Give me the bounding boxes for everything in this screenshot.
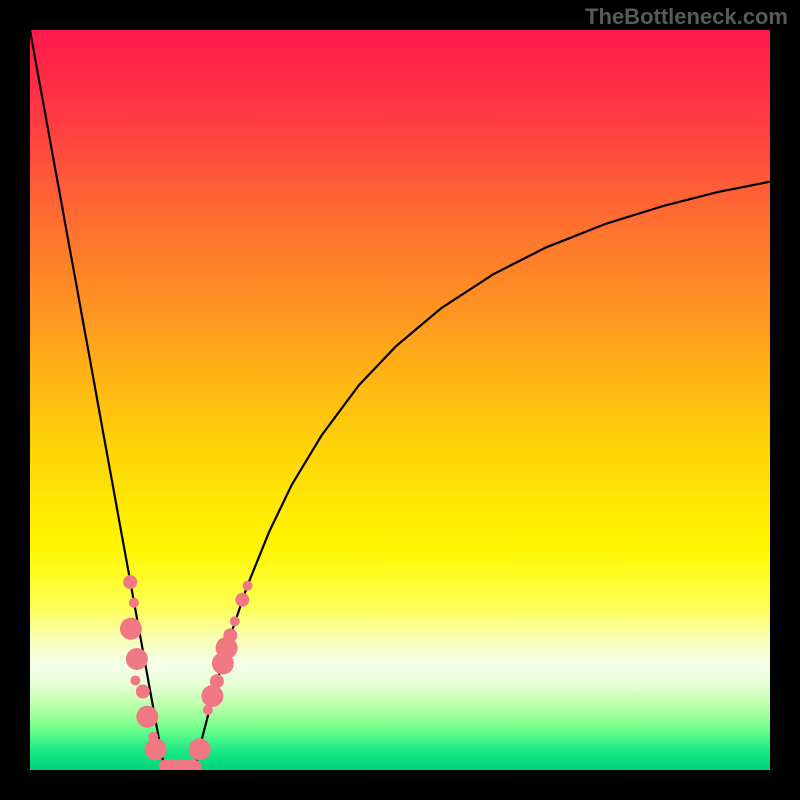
chart-container: TheBottleneck.com (0, 0, 800, 800)
bottleneck-chart (0, 0, 800, 800)
watermark-text: TheBottleneck.com (585, 4, 788, 30)
